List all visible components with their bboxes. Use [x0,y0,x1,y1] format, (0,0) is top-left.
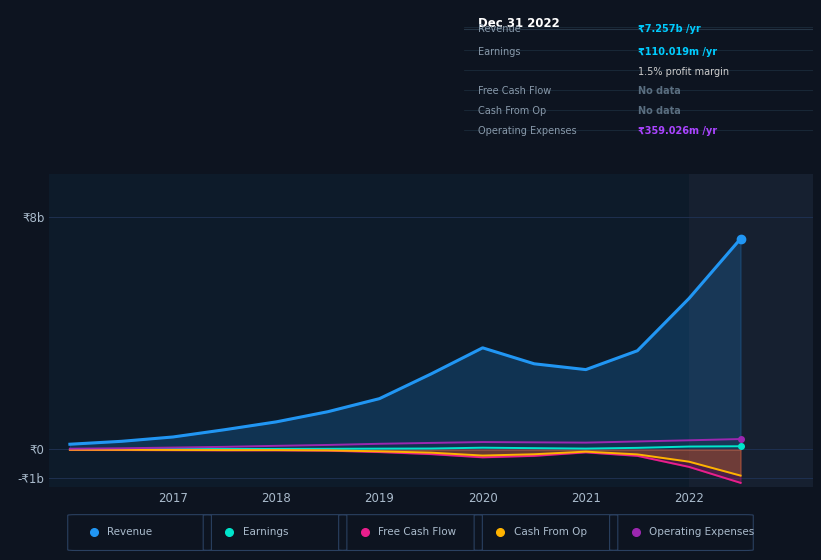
Text: Cash From Op: Cash From Op [478,106,546,116]
Text: Operating Expenses: Operating Expenses [649,527,754,537]
Text: No data: No data [639,106,681,116]
Text: Cash From Op: Cash From Op [514,527,586,537]
Text: Dec 31 2022: Dec 31 2022 [478,17,560,30]
Text: ₹359.026m /yr: ₹359.026m /yr [639,126,718,136]
Text: Free Cash Flow: Free Cash Flow [378,527,456,537]
Text: ₹110.019m /yr: ₹110.019m /yr [639,47,718,57]
Text: Revenue: Revenue [478,24,521,34]
Text: Revenue: Revenue [107,527,152,537]
Text: Earnings: Earnings [478,47,521,57]
Text: Operating Expenses: Operating Expenses [478,126,576,136]
Text: Free Cash Flow: Free Cash Flow [478,86,551,96]
Text: Earnings: Earnings [242,527,288,537]
Text: 1.5% profit margin: 1.5% profit margin [639,67,729,77]
Text: No data: No data [639,86,681,96]
Text: ₹7.257b /yr: ₹7.257b /yr [639,24,701,34]
Bar [689,174,813,487]
